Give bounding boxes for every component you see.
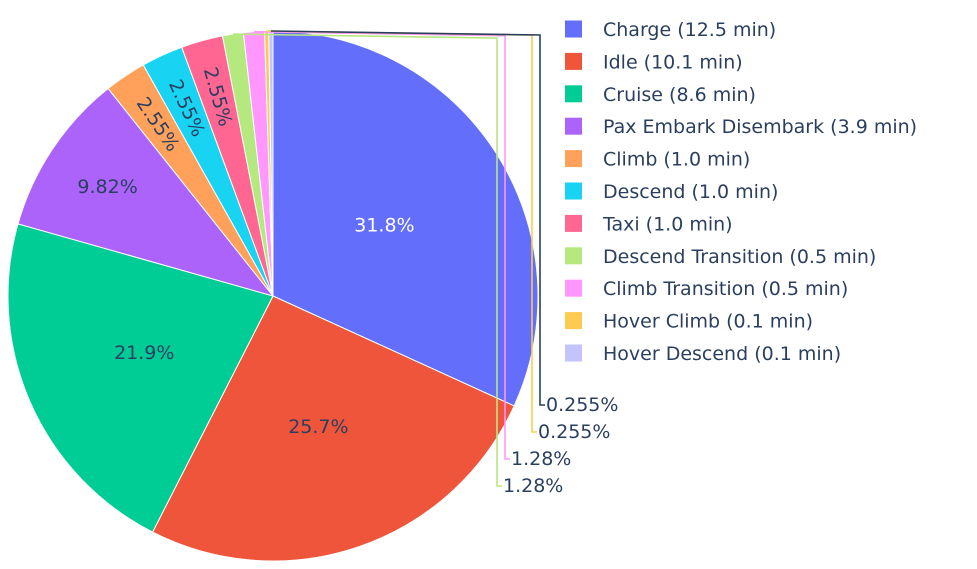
- pct-label-climb-transition: 1.28%: [511, 448, 571, 470]
- legend-item-climb[interactable]: Climb (1.0 min): [565, 149, 750, 171]
- pct-label-charge: 31.8%: [354, 214, 414, 236]
- legend-swatch-climb-transition: [565, 279, 582, 297]
- leader-lines: [232, 30, 545, 487]
- legend-swatch-charge: [565, 20, 582, 38]
- leader-line-climb-transition: [253, 30, 510, 460]
- legend-item-hover-descend[interactable]: Hover Descend (0.1 min): [565, 343, 841, 365]
- legend-swatch-climb: [565, 150, 582, 168]
- legend-swatch-idle: [565, 52, 582, 70]
- pie-slices: [7, 30, 539, 562]
- pct-label-idle: 25.7%: [288, 416, 348, 438]
- pct-label-descend-transition: 1.28%: [503, 475, 563, 497]
- legend-label-idle: Idle (10.1 min): [603, 51, 743, 73]
- legend-label-descend: Descend (1.0 min): [603, 181, 778, 203]
- legend-item-climb-transition[interactable]: Climb Transition (0.5 min): [565, 278, 848, 300]
- legend-label-charge: Charge (12.5 min): [603, 19, 776, 41]
- legend: Charge (12.5 min) Idle (10.1 min) Cruise (…: [565, 19, 917, 365]
- pct-label-hover-descend: 0.255%: [546, 394, 618, 416]
- legend-item-idle[interactable]: Idle (10.1 min): [565, 51, 743, 73]
- pct-label-pax-embark-disembark: 9.82%: [77, 176, 137, 198]
- legend-item-hover-climb[interactable]: Hover Climb (0.1 min): [565, 311, 813, 333]
- legend-label-climb: Climb (1.0 min): [603, 149, 750, 171]
- percent-labels: 31.8%25.7%21.9%9.82%2.55%2.55%2.55%1.28%…: [77, 65, 618, 497]
- legend-label-climb-transition: Climb Transition (0.5 min): [603, 278, 848, 300]
- legend-label-hover-descend: Hover Descend (0.1 min): [603, 343, 841, 365]
- pct-label-cruise: 21.9%: [114, 342, 174, 364]
- slice-pax-embark-disembark[interactable]: [17, 87, 275, 297]
- legend-swatch-taxi: [565, 214, 582, 232]
- leader-line-hover-descend: [270, 30, 545, 406]
- legend-swatch-descend-transition: [565, 247, 582, 265]
- legend-label-descend-transition: Descend Transition (0.5 min): [603, 246, 876, 268]
- legend-swatch-hover-climb: [565, 312, 582, 330]
- legend-item-taxi[interactable]: Taxi (1.0 min): [565, 213, 733, 235]
- legend-swatch-pax-embark-disembark: [565, 117, 582, 135]
- legend-item-cruise[interactable]: Cruise (8.6 min): [565, 84, 756, 106]
- legend-item-descend-transition[interactable]: Descend Transition (0.5 min): [565, 246, 876, 268]
- slice-idle[interactable]: [151, 295, 515, 562]
- legend-item-pax-embark-disembark[interactable]: Pax Embark Disembark (3.9 min): [565, 116, 917, 138]
- slice-cruise[interactable]: [7, 223, 274, 533]
- legend-label-pax-embark-disembark: Pax Embark Disembark (3.9 min): [603, 116, 917, 138]
- legend-swatch-cruise: [565, 85, 582, 103]
- leader-line-descend-transition: [232, 33, 502, 487]
- legend-label-taxi: Taxi (1.0 min): [602, 213, 733, 235]
- legend-swatch-hover-descend: [565, 344, 582, 362]
- legend-swatch-descend: [565, 182, 582, 200]
- legend-label-hover-climb: Hover Climb (0.1 min): [603, 311, 813, 333]
- legend-item-descend[interactable]: Descend (1.0 min): [565, 181, 778, 203]
- slice-charge[interactable]: [272, 30, 539, 407]
- pct-label-hover-climb: 0.255%: [538, 421, 610, 443]
- legend-label-cruise: Cruise (8.6 min): [603, 84, 756, 106]
- legend-item-charge[interactable]: Charge (12.5 min): [565, 19, 776, 41]
